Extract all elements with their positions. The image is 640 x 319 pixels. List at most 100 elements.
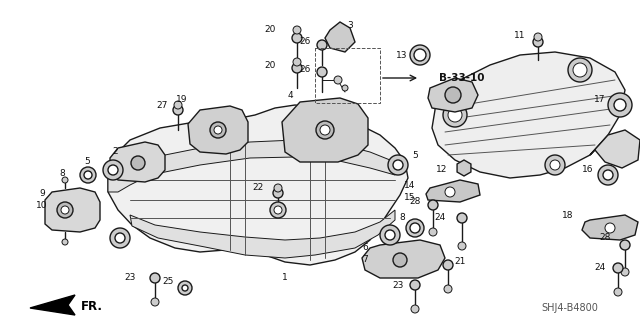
- Polygon shape: [590, 130, 640, 168]
- Circle shape: [334, 76, 342, 84]
- Text: 18: 18: [563, 211, 573, 219]
- Circle shape: [151, 298, 159, 306]
- Circle shape: [598, 165, 618, 185]
- Circle shape: [292, 63, 302, 73]
- Circle shape: [173, 105, 183, 115]
- Circle shape: [429, 228, 437, 236]
- Circle shape: [385, 230, 395, 240]
- Circle shape: [316, 121, 334, 139]
- Circle shape: [320, 125, 330, 135]
- Circle shape: [182, 285, 188, 291]
- Polygon shape: [30, 295, 75, 315]
- Circle shape: [545, 155, 565, 175]
- Text: 28: 28: [599, 234, 611, 242]
- Text: 2: 2: [112, 147, 118, 157]
- Text: 28: 28: [410, 197, 420, 206]
- Text: 1: 1: [282, 273, 288, 283]
- Polygon shape: [428, 78, 478, 112]
- Circle shape: [621, 268, 629, 276]
- Polygon shape: [108, 140, 395, 192]
- Circle shape: [293, 26, 301, 34]
- Circle shape: [131, 156, 145, 170]
- Circle shape: [57, 202, 73, 218]
- Circle shape: [614, 99, 626, 111]
- Circle shape: [550, 160, 560, 170]
- Circle shape: [534, 33, 542, 41]
- Circle shape: [443, 103, 467, 127]
- Text: 7: 7: [362, 256, 368, 264]
- Text: 3: 3: [347, 20, 353, 29]
- Circle shape: [150, 273, 160, 283]
- Polygon shape: [188, 106, 248, 154]
- Text: 23: 23: [124, 273, 136, 283]
- Text: 17: 17: [595, 95, 605, 105]
- Text: 26: 26: [300, 65, 310, 75]
- Circle shape: [342, 85, 348, 91]
- Circle shape: [273, 188, 283, 198]
- Text: 24: 24: [595, 263, 605, 272]
- Text: 5: 5: [84, 158, 90, 167]
- Polygon shape: [110, 142, 165, 182]
- Circle shape: [603, 170, 613, 180]
- Circle shape: [270, 202, 286, 218]
- Text: 11: 11: [515, 31, 525, 40]
- Circle shape: [214, 126, 222, 134]
- Circle shape: [62, 239, 68, 245]
- Circle shape: [174, 101, 182, 109]
- Circle shape: [62, 177, 68, 183]
- Circle shape: [380, 225, 400, 245]
- Text: 10: 10: [36, 201, 48, 210]
- Circle shape: [274, 184, 282, 192]
- Polygon shape: [426, 180, 480, 202]
- Text: SHJ4-B4800: SHJ4-B4800: [541, 303, 598, 313]
- Circle shape: [573, 63, 587, 77]
- Circle shape: [410, 223, 420, 233]
- Text: 24: 24: [435, 213, 445, 222]
- Text: 6: 6: [362, 243, 368, 253]
- Polygon shape: [130, 210, 395, 258]
- Polygon shape: [108, 105, 408, 265]
- Text: 15: 15: [404, 192, 416, 202]
- Circle shape: [443, 260, 453, 270]
- Circle shape: [608, 93, 632, 117]
- Circle shape: [620, 240, 630, 250]
- Text: 27: 27: [156, 100, 168, 109]
- Polygon shape: [282, 98, 368, 162]
- Circle shape: [445, 187, 455, 197]
- Text: 20: 20: [264, 26, 276, 34]
- Text: 20: 20: [264, 61, 276, 70]
- Text: 4: 4: [287, 91, 293, 100]
- Circle shape: [410, 280, 420, 290]
- Text: FR.: FR.: [81, 300, 103, 314]
- Polygon shape: [325, 22, 355, 52]
- Circle shape: [448, 108, 462, 122]
- Circle shape: [410, 45, 430, 65]
- Circle shape: [108, 165, 118, 175]
- Text: 16: 16: [582, 166, 594, 174]
- Circle shape: [411, 305, 419, 313]
- Circle shape: [406, 219, 424, 237]
- Circle shape: [61, 206, 69, 214]
- Circle shape: [445, 87, 461, 103]
- Text: 9: 9: [39, 189, 45, 197]
- Text: 21: 21: [454, 257, 466, 266]
- Text: 25: 25: [163, 278, 173, 286]
- Circle shape: [444, 285, 452, 293]
- Bar: [315, 48, 380, 103]
- Circle shape: [110, 228, 130, 248]
- Circle shape: [317, 40, 327, 50]
- Circle shape: [428, 200, 438, 210]
- Text: 5: 5: [412, 151, 418, 160]
- Circle shape: [393, 253, 407, 267]
- Text: 23: 23: [392, 280, 404, 290]
- Text: 22: 22: [252, 183, 264, 192]
- Text: 8: 8: [399, 213, 405, 222]
- Circle shape: [84, 171, 92, 179]
- Text: 8: 8: [59, 168, 65, 177]
- Circle shape: [414, 49, 426, 61]
- Circle shape: [317, 67, 327, 77]
- Circle shape: [388, 155, 408, 175]
- Circle shape: [457, 213, 467, 223]
- Circle shape: [80, 167, 96, 183]
- Text: B-33-10: B-33-10: [439, 73, 484, 83]
